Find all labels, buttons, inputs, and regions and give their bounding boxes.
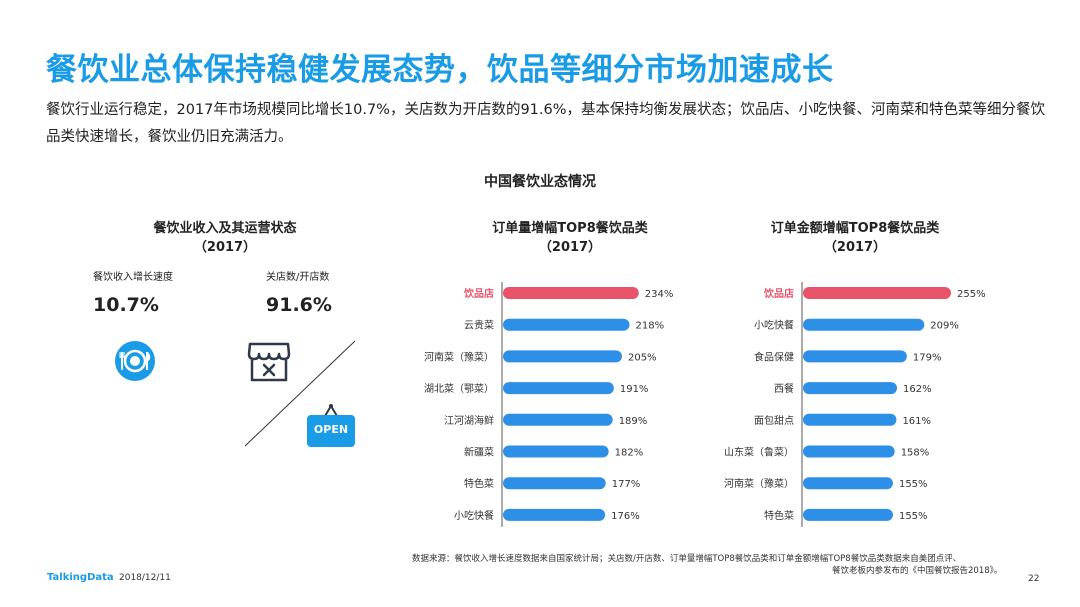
chart1-value-label: 234% bbox=[645, 289, 674, 300]
chart2-category-label: 河南菜（豫菜） bbox=[724, 477, 794, 490]
order-volume-chart: 饮品店 234% 云贵菜 218% 河南菜（豫菜） 205% 湖北菜（鄂菜） 191% 江河湖海… bbox=[424, 282, 674, 527]
chart2-bar bbox=[803, 350, 907, 363]
chart1-bar bbox=[503, 477, 606, 490]
diagonal-divider bbox=[244, 340, 356, 447]
kpi-value-revenue-growth: 10.7% bbox=[93, 294, 159, 316]
chart2-category-label: 特色菜 bbox=[764, 509, 794, 522]
chart2-year: （2017） bbox=[823, 240, 887, 255]
chart1-value-label: 177% bbox=[612, 479, 641, 490]
chart1-bar bbox=[503, 350, 622, 363]
chart2-title-text: 订单金额增幅TOP8餐饮品类 bbox=[770, 221, 940, 236]
chart2-category-label: 饮品店 bbox=[763, 287, 794, 300]
chart1-bar bbox=[503, 318, 630, 331]
chart2-value-label: 158% bbox=[901, 448, 930, 459]
chart2-category-label: 面包甜点 bbox=[754, 414, 794, 427]
chart2-category-label: 食品保健 bbox=[754, 350, 794, 363]
chart2-bar bbox=[803, 477, 893, 490]
chart1-category-label: 云贵菜 bbox=[464, 319, 494, 332]
chart1-category-label: 饮品店 bbox=[463, 287, 494, 300]
open-sign-shape bbox=[307, 404, 355, 447]
chart2-value-label: 162% bbox=[903, 384, 932, 395]
chart2-value-label: 155% bbox=[899, 511, 928, 522]
section-main-title: 中国餐饮业态情况 bbox=[484, 174, 596, 190]
chart2-bar bbox=[803, 413, 897, 426]
chart2-title: 订单金额增幅TOP8餐饮品类 （2017） bbox=[740, 219, 970, 257]
chart1-title-text: 订单量增幅TOP8餐饮品类 bbox=[492, 221, 648, 236]
chart1-category-label: 新疆菜 bbox=[464, 446, 494, 459]
open-sign-text: OPEN bbox=[313, 423, 349, 436]
data-source-line1: 数据来源：餐饮收入增长速度数据来自国家统计局；关店数/开店数、订单量增幅TOP8… bbox=[412, 554, 962, 564]
footer-date: 2018/12/11 bbox=[119, 573, 171, 583]
kpi-label-close-open-ratio: 关店数/开店数 bbox=[266, 272, 330, 283]
chart2-category-label: 西餐 bbox=[774, 382, 794, 395]
kpi-label-revenue-growth: 餐饮收入增长速度 bbox=[93, 272, 173, 283]
closed-store-icon bbox=[247, 342, 291, 382]
chart1-bar bbox=[503, 382, 614, 395]
chart1-title: 订单量增幅TOP8餐饮品类 （2017） bbox=[455, 219, 685, 257]
data-source-note: 数据来源：餐饮收入增长速度数据来自国家统计局；关店数/开店数、订单量增幅TOP8… bbox=[412, 553, 1052, 577]
chart1-category-label: 湖北菜（鄂菜） bbox=[424, 383, 494, 395]
chart2-category-label: 山东菜（鲁菜） bbox=[724, 446, 794, 459]
page-subtitle: 餐饮行业运行稳定，2017年市场规模同比增长10.7%，关店数为开店数的91.6… bbox=[46, 102, 1046, 145]
chart2-value-label: 209% bbox=[930, 321, 959, 332]
chart1-value-label: 176% bbox=[611, 511, 640, 522]
chart1-value-label: 205% bbox=[628, 352, 657, 363]
chart2-value-label: 161% bbox=[902, 416, 931, 427]
chart1-category-label: 小吃快餐 bbox=[454, 509, 494, 522]
kpi-value-close-open-ratio: 91.6% bbox=[266, 294, 332, 316]
chart1-category-label: 江河湖海鲜 bbox=[444, 414, 494, 427]
left-section-title: 餐饮业收入及其运营状态 （2017） bbox=[115, 219, 335, 257]
plate-cutlery-icon bbox=[115, 341, 155, 381]
page-number: 22 bbox=[1028, 574, 1040, 584]
brand-logo: TalkingData bbox=[47, 572, 114, 583]
left-section-year: （2017） bbox=[193, 240, 257, 255]
chart2-bar bbox=[803, 445, 895, 458]
chart1-bar bbox=[503, 445, 609, 458]
chart1-value-label: 218% bbox=[636, 321, 665, 332]
chart1-value-label: 191% bbox=[620, 384, 649, 395]
chart1-category-label: 特色菜 bbox=[464, 477, 494, 490]
open-sign-icon: OPEN bbox=[306, 402, 356, 448]
data-source-line2: 餐饮老板内参发布的《中国餐饮报告2018》。 bbox=[832, 566, 1003, 576]
left-section-title-text: 餐饮业收入及其运营状态 bbox=[153, 221, 297, 236]
chart2-value-label: 255% bbox=[957, 289, 986, 300]
chart1-category-label: 河南菜（豫菜） bbox=[424, 350, 494, 363]
chart1-bar bbox=[503, 413, 613, 426]
chart2-bar bbox=[803, 382, 898, 395]
chart2-bar bbox=[803, 318, 925, 331]
order-amount-chart: 饮品店 255% 小吃快餐 209% 食品保健 179% 西餐 162% 面包甜点 161% 山东菜… bbox=[724, 282, 986, 527]
chart1-bar bbox=[503, 287, 639, 299]
chart1-bar bbox=[503, 508, 606, 521]
chart2-bar bbox=[803, 287, 951, 299]
chart1-value-label: 182% bbox=[615, 448, 644, 459]
page-title: 餐饮业总体保持稳健发展态势，饮品等细分市场加速成长 bbox=[46, 52, 834, 88]
chart2-value-label: 179% bbox=[913, 352, 942, 363]
chart2-value-label: 155% bbox=[899, 479, 928, 490]
chart1-value-label: 189% bbox=[619, 416, 648, 427]
chart1-year: （2017） bbox=[538, 240, 602, 255]
chart2-category-label: 小吃快餐 bbox=[754, 319, 794, 332]
chart2-bar bbox=[803, 508, 893, 521]
